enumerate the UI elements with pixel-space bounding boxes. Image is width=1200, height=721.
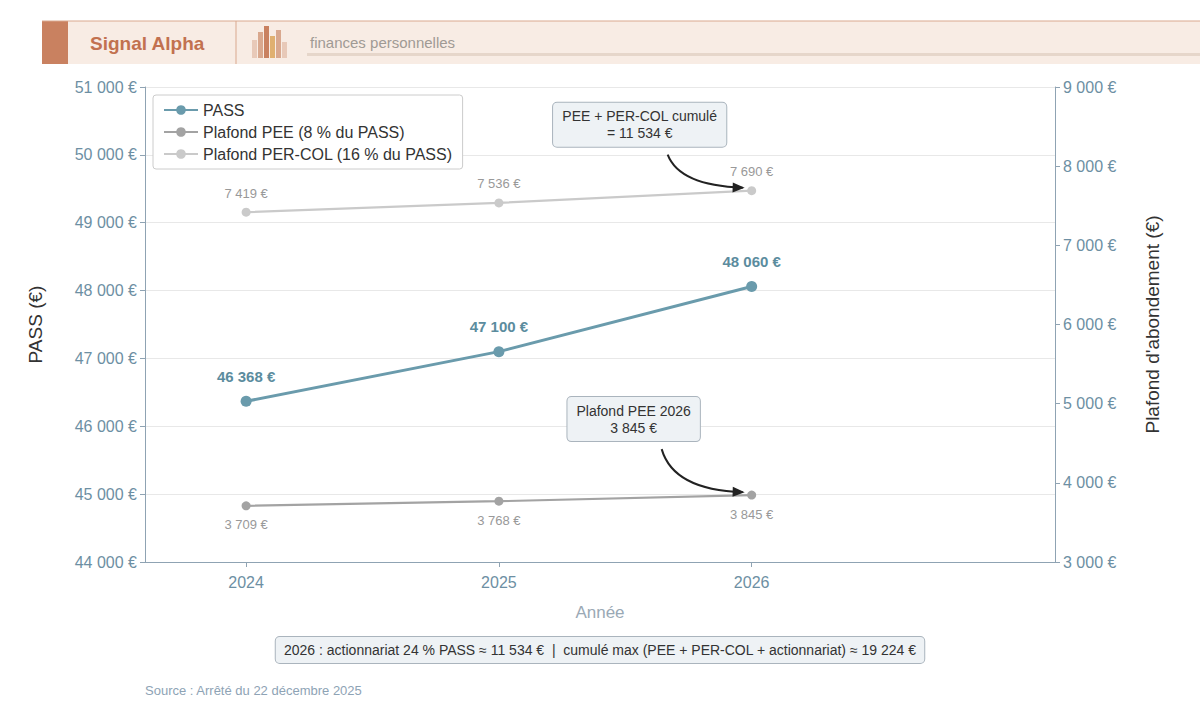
svg-text:3 845 €: 3 845 €: [730, 507, 774, 522]
svg-text:3 000 €: 3 000 €: [1063, 554, 1116, 571]
svg-text:2026: 2026: [734, 574, 770, 591]
svg-text:7 690 €: 7 690 €: [730, 164, 774, 179]
svg-text:PEE + PER-COL cumulé: PEE + PER-COL cumulé: [562, 108, 717, 124]
svg-text:49 000 €: 49 000 €: [75, 214, 137, 231]
svg-text:= 11 534 €: = 11 534 €: [607, 125, 673, 141]
svg-text:Plafond d'abondement (€): Plafond d'abondement (€): [1142, 215, 1163, 433]
svg-text:Année: Année: [575, 603, 624, 622]
svg-text:8 000 €: 8 000 €: [1063, 158, 1116, 175]
svg-text:Plafond PEE (8 % du PASS): Plafond PEE (8 % du PASS): [203, 124, 405, 141]
svg-text:6 000 €: 6 000 €: [1063, 316, 1116, 333]
svg-text:3 768 €: 3 768 €: [477, 513, 521, 528]
svg-text:PASS: PASS: [203, 102, 245, 119]
svg-text:Signal Alpha: Signal Alpha: [90, 33, 205, 54]
svg-text:46 368 €: 46 368 €: [217, 368, 276, 385]
svg-text:Plafond PEE 2026: Plafond PEE 2026: [576, 403, 691, 419]
svg-text:47 000 €: 47 000 €: [75, 350, 137, 367]
svg-text:Source : Arrêté du 22 décembre: Source : Arrêté du 22 décembre 2025: [145, 683, 362, 698]
svg-text:48 060 €: 48 060 €: [722, 253, 781, 270]
svg-text:3 709 €: 3 709 €: [224, 517, 268, 532]
svg-text:2024: 2024: [228, 574, 264, 591]
svg-text:48 000 €: 48 000 €: [75, 282, 137, 299]
svg-text:2026 : actionnariat 24 % PASS: 2026 : actionnariat 24 % PASS ≈ 11 534 €…: [284, 642, 916, 658]
svg-text:7 536 €: 7 536 €: [477, 176, 521, 191]
svg-text:Plafond PER-COL (16 % du PASS): Plafond PER-COL (16 % du PASS): [203, 146, 452, 163]
svg-text:4 000 €: 4 000 €: [1063, 474, 1116, 491]
svg-text:9 000 €: 9 000 €: [1063, 79, 1116, 96]
svg-text:PASS (€): PASS (€): [25, 286, 46, 364]
svg-text:3 845 €: 3 845 €: [610, 420, 657, 436]
svg-text:50 000 €: 50 000 €: [75, 146, 137, 163]
svg-text:2025: 2025: [481, 574, 517, 591]
svg-text:5 000 €: 5 000 €: [1063, 395, 1116, 412]
svg-text:51 000 €: 51 000 €: [75, 79, 137, 96]
svg-text:7 419 €: 7 419 €: [224, 186, 268, 201]
svg-text:7 000 €: 7 000 €: [1063, 237, 1116, 254]
svg-text:47 100 €: 47 100 €: [470, 318, 529, 335]
svg-text:45 000 €: 45 000 €: [75, 486, 137, 503]
svg-text:finances personnelles: finances personnelles: [310, 34, 455, 51]
svg-text:44 000 €: 44 000 €: [75, 554, 137, 571]
svg-text:46 000 €: 46 000 €: [75, 418, 137, 435]
